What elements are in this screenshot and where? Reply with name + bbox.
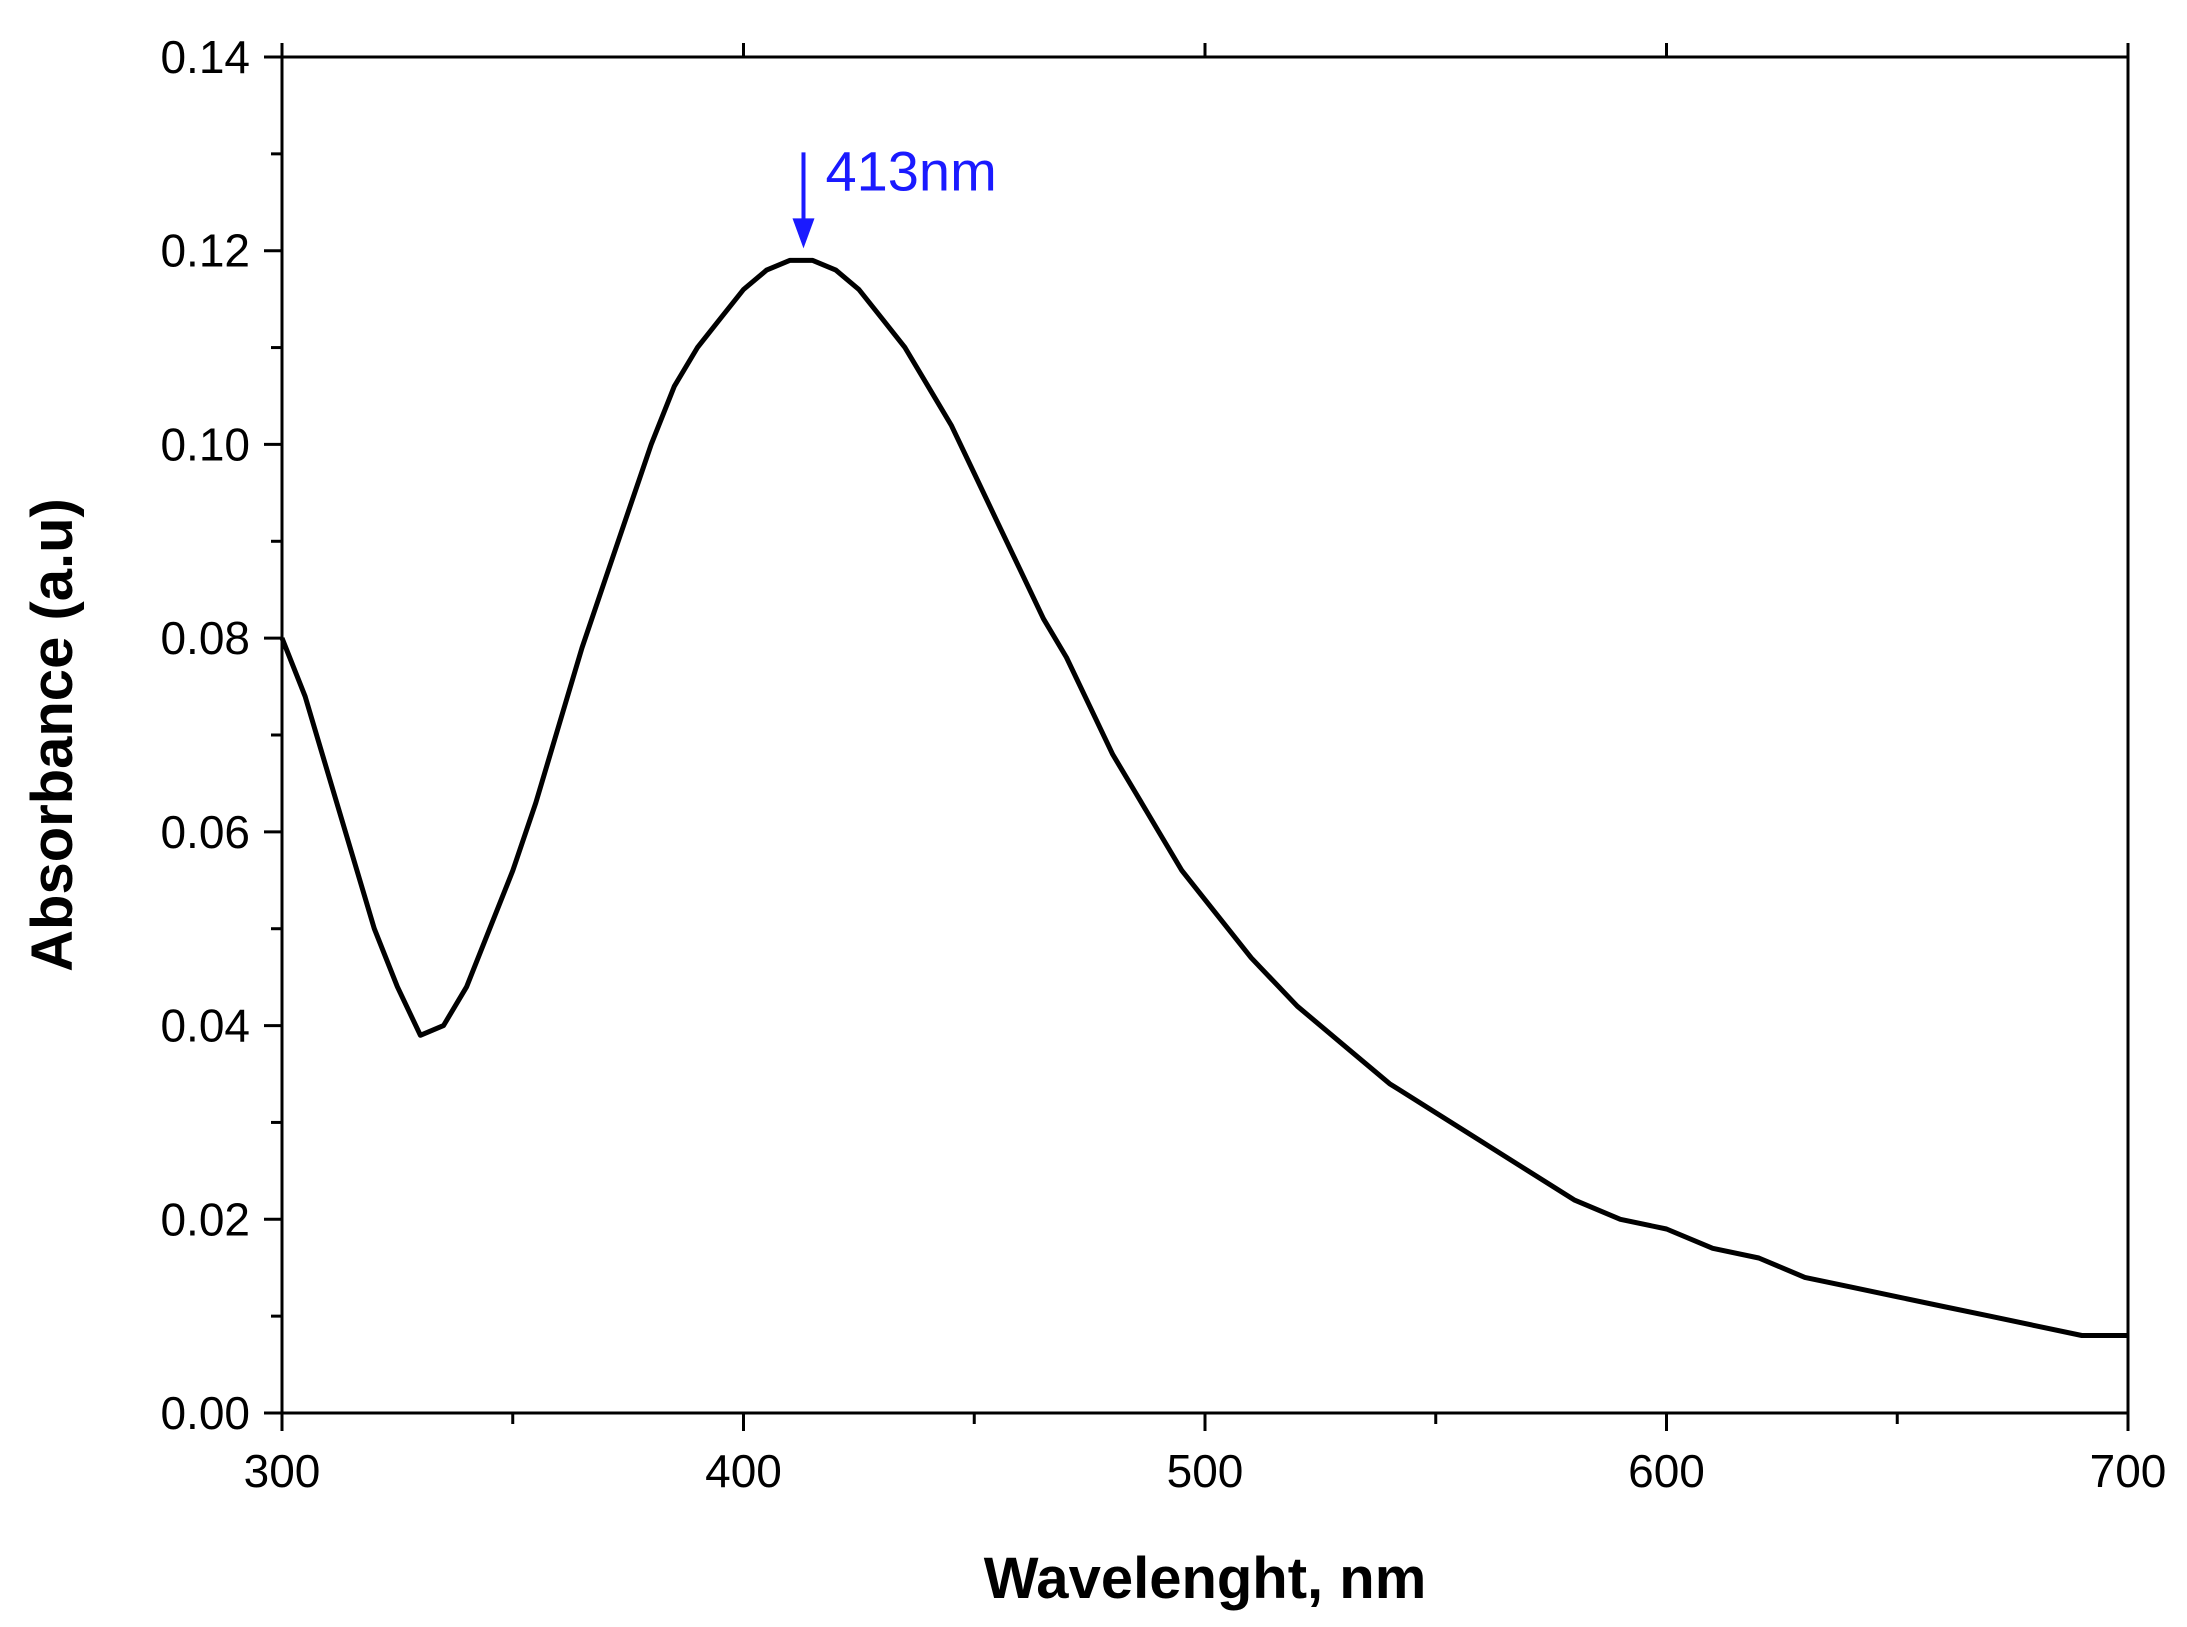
y-tick-label: 0.14 — [160, 31, 250, 83]
y-tick-label: 0.04 — [160, 1000, 250, 1052]
y-tick-label: 0.12 — [160, 225, 250, 277]
plot-area — [280, 55, 2130, 1415]
x-tick-label: 400 — [705, 1445, 782, 1497]
series-layer — [279, 257, 2129, 1338]
axis-ticks — [264, 43, 2130, 1431]
series-line — [279, 257, 2128, 1338]
x-tick-label: 300 — [244, 1445, 321, 1497]
x-tick-label: 500 — [1167, 1445, 1244, 1497]
y-tick-label: 0.02 — [160, 1193, 250, 1245]
y-axis-title: Absorbance (a.u) — [20, 498, 85, 972]
annotation-layer: 413nm — [792, 139, 997, 249]
y-tick-label: 0.08 — [160, 612, 250, 664]
x-tick-label: 600 — [1628, 1445, 1705, 1497]
axis-tick-labels: 300 400 500 600 700 0.00 0.02 0.04 0.06 0.08 0.10 0… — [160, 31, 2166, 1497]
x-tick-label: 700 — [2090, 1445, 2167, 1497]
y-tick-label: 0.00 — [160, 1387, 250, 1439]
plot-frame — [280, 55, 2130, 1415]
x-axis-title: Wavelenght, nm — [984, 1546, 1427, 1611]
y-tick-label: 0.06 — [160, 806, 250, 858]
y-tick-label: 0.10 — [160, 418, 250, 470]
annotation-arrow-head — [792, 218, 815, 249]
peak-annotation-label: 413nm — [825, 139, 996, 202]
